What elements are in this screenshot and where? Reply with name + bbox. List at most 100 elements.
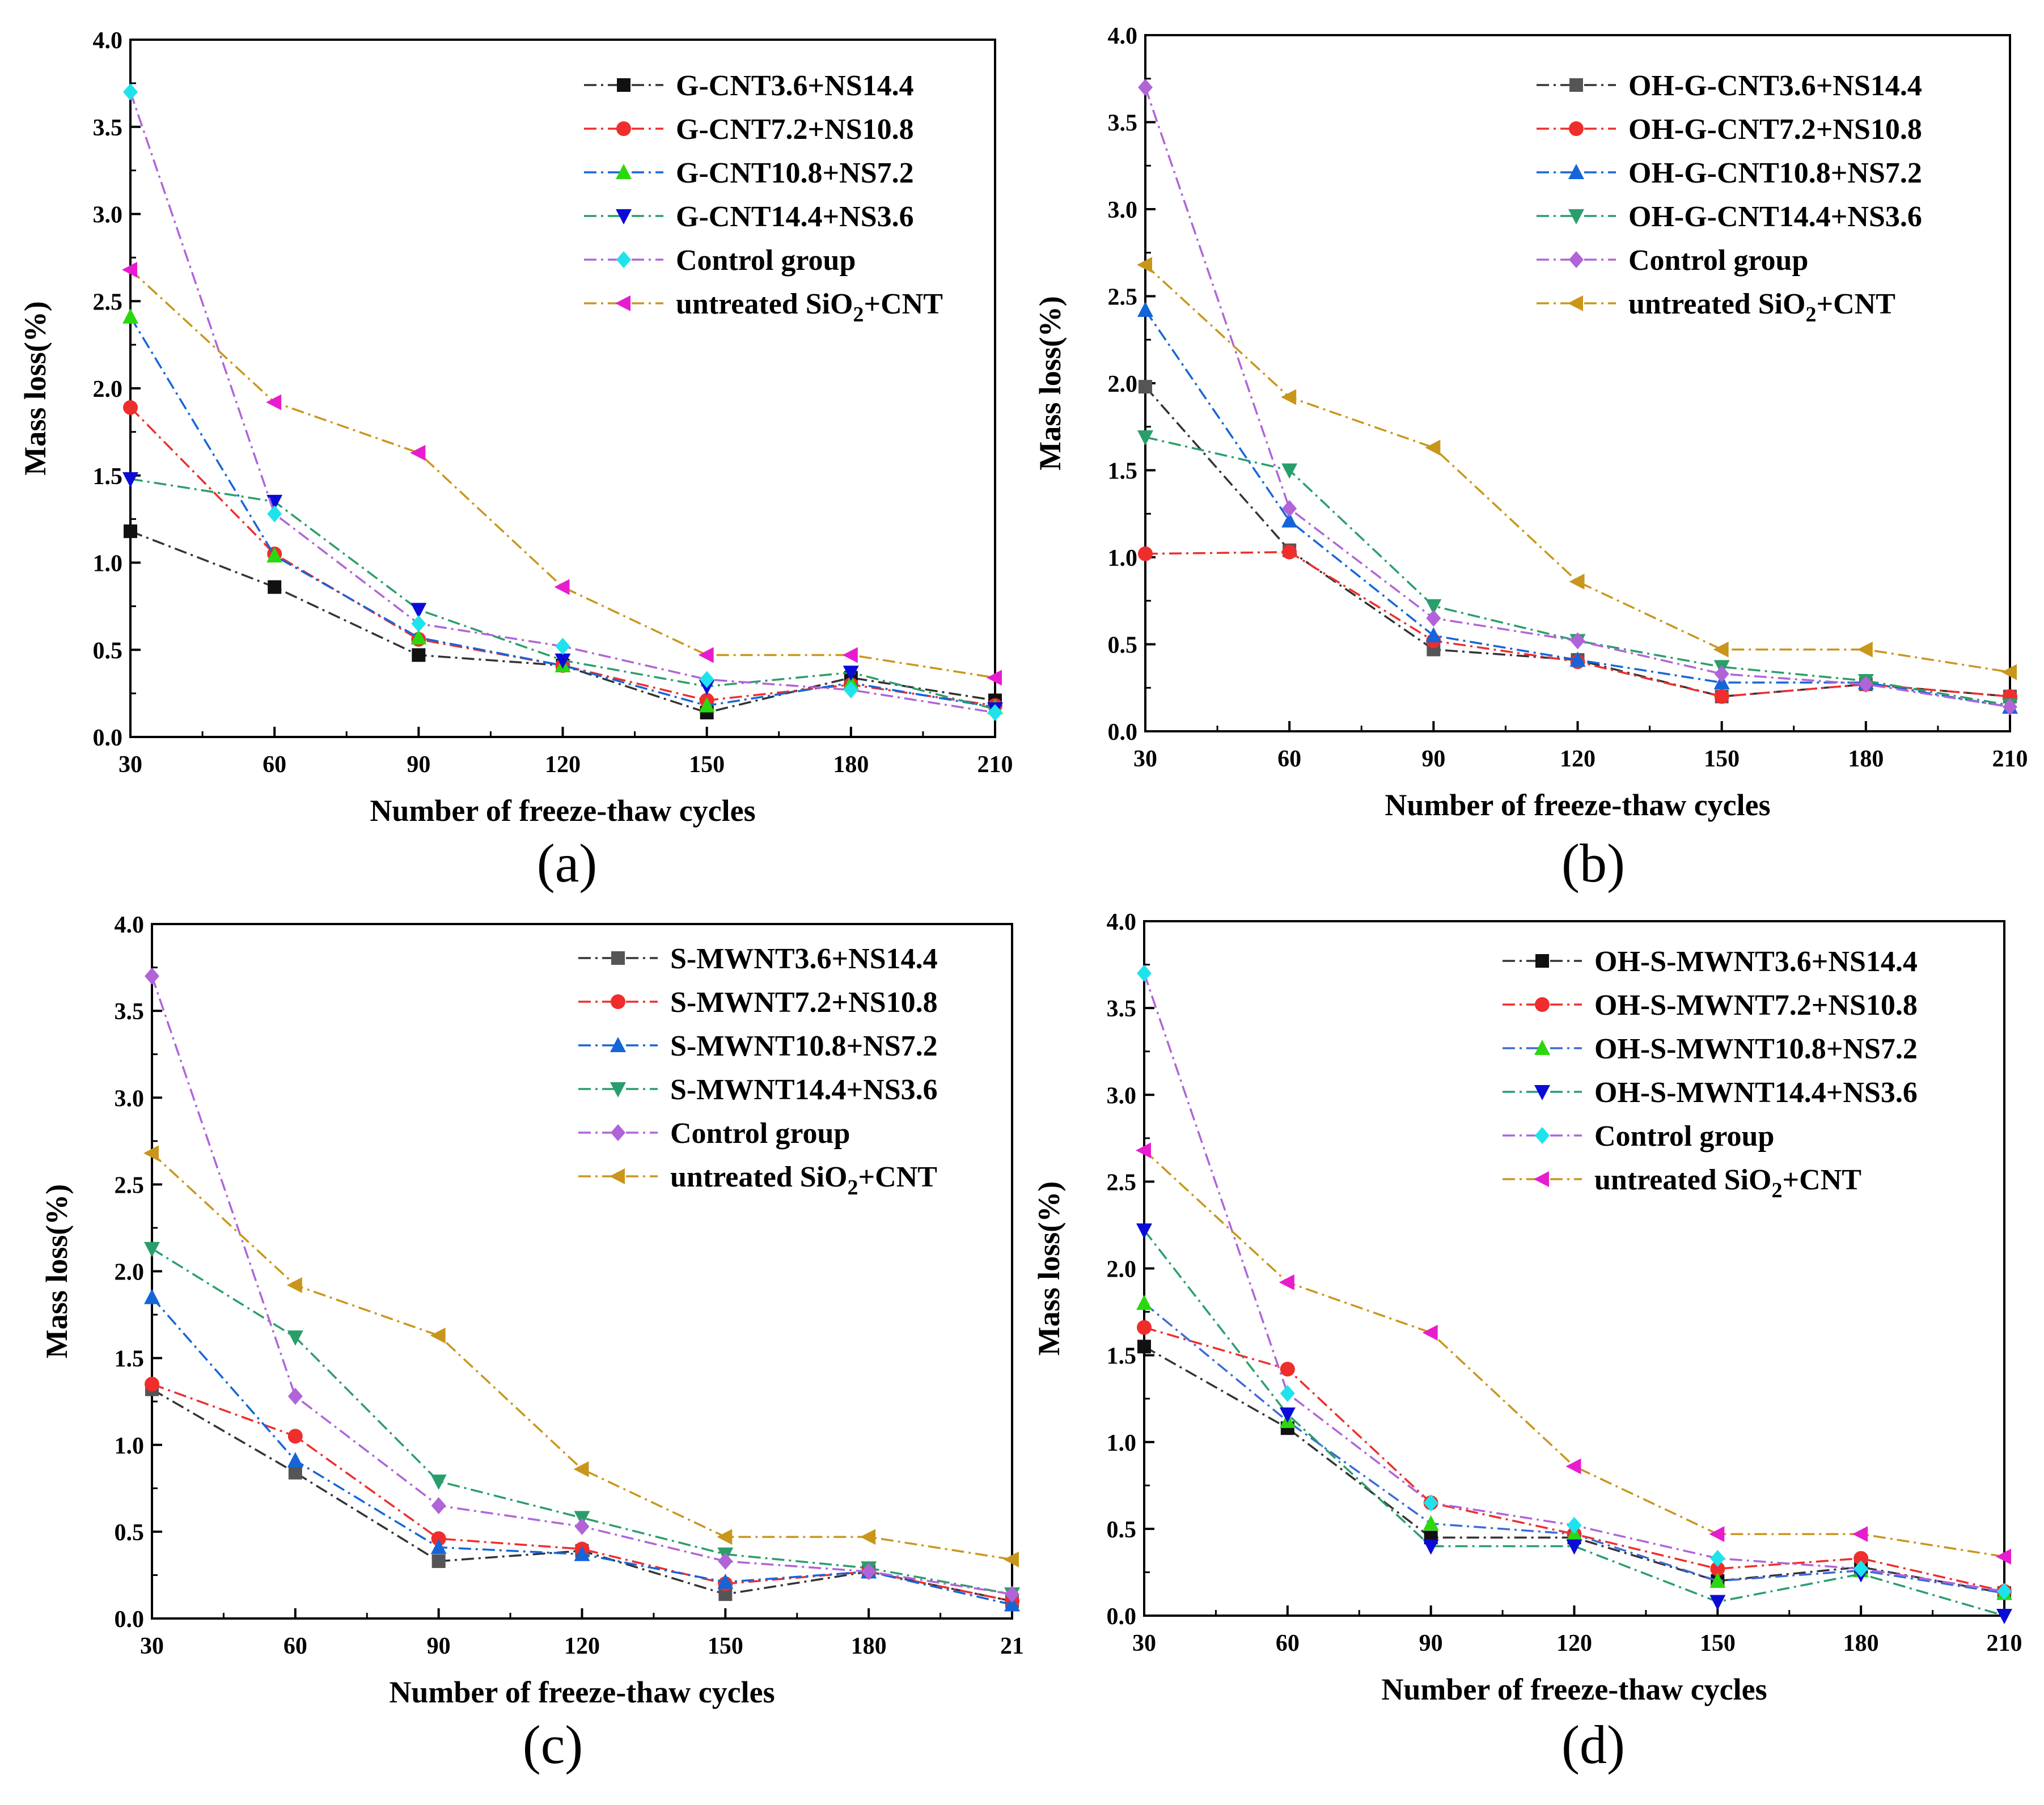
data-point <box>143 1145 159 1162</box>
legend-marker <box>1534 1040 1550 1055</box>
legend-entry: G-CNT3.6+NS14.4 <box>676 70 914 102</box>
data-point <box>145 967 159 985</box>
y-tick-label: 0.0 <box>93 725 123 751</box>
series-line <box>151 1152 1013 1561</box>
legend-subscript: 2 <box>848 1176 858 1200</box>
data-point <box>124 524 137 539</box>
legend-text-part: untreated SiO <box>1594 1164 1772 1196</box>
x-axis-label: Number of freeze-thaw cycles <box>389 1675 775 1709</box>
data-point <box>287 1388 303 1405</box>
data-point <box>145 1376 159 1392</box>
y-tick-label: 2.0 <box>1107 1257 1137 1283</box>
y-tick-label: 0.0 <box>115 1607 145 1633</box>
data-point <box>1853 1550 1869 1566</box>
data-point <box>1858 676 1873 693</box>
legend-marker <box>617 78 630 92</box>
data-point <box>699 671 714 688</box>
y-tick-label: 3.5 <box>93 115 123 141</box>
x-tick-label: 180 <box>1843 1630 1879 1656</box>
legend-entry: untreated SiO2+CNT <box>1628 288 1895 327</box>
data-point <box>1423 1515 1439 1531</box>
data-point <box>573 1461 589 1477</box>
y-tick-label: 2.0 <box>1108 371 1138 397</box>
data-point <box>287 1452 303 1468</box>
legend-entry: OH-S-MWNT3.6+NS14.4 <box>1594 946 1918 978</box>
data-point <box>554 579 570 595</box>
legend-entry: OH-S-MWNT7.2+NS10.8 <box>1594 989 1918 1022</box>
legend-marker <box>611 994 625 1009</box>
data-point <box>1279 1407 1296 1423</box>
x-tick-label: 90 <box>1419 1630 1443 1656</box>
data-point <box>286 1277 302 1293</box>
y-tick-label: 3.5 <box>1108 111 1138 137</box>
data-point <box>431 1497 446 1514</box>
x-tick-label: 180 <box>851 1633 887 1659</box>
legend-marker <box>615 295 630 311</box>
series-line <box>129 269 996 679</box>
x-tick-label: 90 <box>427 1633 451 1659</box>
legend-subscript: 2 <box>853 303 864 327</box>
legend: OH-S-MWNT3.6+NS14.4 OH-S-MWNT7.2+NS10.8 OH… <box>1503 946 1918 1202</box>
legend-entry: S-MWNT14.4+NS3.6 <box>670 1074 938 1106</box>
y-tick-label: 3.0 <box>115 1086 145 1112</box>
data-point <box>860 1529 876 1545</box>
data-point <box>266 547 283 563</box>
legend-text-part: +CNT <box>1817 288 1895 320</box>
x-tick-label: 120 <box>564 1633 600 1659</box>
panel-label: (d) <box>1561 1714 1625 1775</box>
y-axis-label: Mass loss(%) <box>40 1184 74 1359</box>
legend-entry: S-MWNT7.2+NS10.8 <box>670 986 938 1019</box>
y-tick-label: 2.5 <box>93 289 123 315</box>
legend-entry: OH-G-CNT10.8+NS7.2 <box>1628 157 1922 189</box>
x-axis-label: Number of freeze-thaw cycles <box>370 794 755 828</box>
x-tick-label: 60 <box>263 752 286 778</box>
legend-entry: untreated SiO2+CNT <box>676 288 943 327</box>
data-point <box>412 648 426 662</box>
y-tick-label: 2.5 <box>115 1172 145 1198</box>
legend-text-part: +CNT <box>864 288 943 320</box>
data-point <box>987 670 1002 686</box>
data-point <box>144 1289 160 1304</box>
x-tick-label: 120 <box>1556 1630 1592 1656</box>
legend-text-part: untreated SiO <box>676 288 853 320</box>
data-point <box>1280 1362 1295 1377</box>
y-tick-label: 3.0 <box>93 202 123 228</box>
data-point <box>698 647 714 663</box>
legend: S-MWNT3.6+NS14.4 S-MWNT7.2+NS10.8 S-MWNT10… <box>578 943 938 1200</box>
y-tick-label: 1.0 <box>1108 545 1138 571</box>
data-point <box>430 1539 447 1554</box>
legend-marker <box>1535 1127 1550 1144</box>
data-point <box>574 1545 590 1561</box>
x-tick-label: 180 <box>1848 746 1884 772</box>
data-point <box>843 681 858 698</box>
data-point <box>1710 1549 1725 1567</box>
y-tick-label: 4.0 <box>1107 909 1137 935</box>
data-point <box>1853 1560 1869 1578</box>
x-tick-label: 21 <box>1000 1633 1024 1659</box>
chart-panel-2: 30 60 90 120 150 180 210 0.0 0.5 1.0 1.5 2.0 2.5 3.0 3… <box>1033 23 2028 893</box>
data-point <box>1566 1539 1582 1555</box>
x-tick-label: 60 <box>283 1633 307 1659</box>
legend-text-part: +CNT <box>858 1161 937 1193</box>
legend-entry: OH-G-CNT3.6+NS14.4 <box>1628 70 1922 102</box>
data-point <box>122 261 137 278</box>
legend-marker <box>1569 251 1584 268</box>
legend-entry: Control group <box>676 244 856 277</box>
legend-marker <box>616 121 631 136</box>
data-point <box>1137 430 1153 446</box>
y-tick-label: 4.0 <box>115 912 145 938</box>
series-6 <box>1136 1142 2011 1565</box>
data-point <box>699 697 715 713</box>
legend: OH-G-CNT3.6+NS14.4 OH-G-CNT7.2+NS10.8 OH-G… <box>1537 70 1922 327</box>
data-point <box>144 1242 160 1257</box>
series-line <box>151 1383 1013 1603</box>
legend-entry: OH-G-CNT14.4+NS3.6 <box>1628 201 1922 233</box>
data-point <box>1139 380 1152 394</box>
data-point <box>1996 1609 2012 1624</box>
x-tick-label: 30 <box>140 1633 164 1659</box>
series-line <box>1143 1230 2005 1617</box>
data-point <box>1852 1526 1868 1543</box>
legend-marker <box>610 1168 625 1184</box>
data-point <box>122 308 138 324</box>
data-point <box>431 1531 446 1546</box>
